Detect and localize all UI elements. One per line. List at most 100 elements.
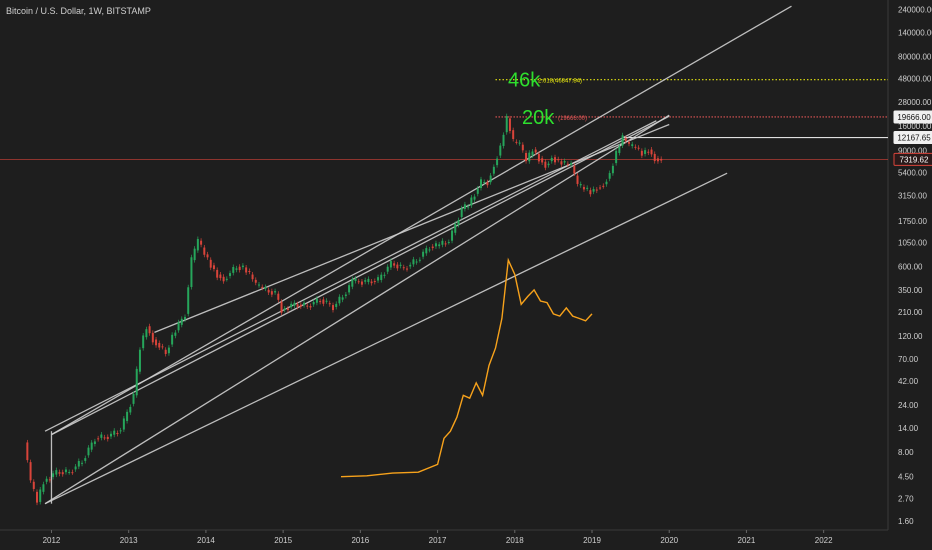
level-label-big: 20k xyxy=(522,107,555,129)
candle-body xyxy=(428,249,431,251)
candle-body xyxy=(566,163,569,165)
candle-body xyxy=(634,146,637,148)
candle-body xyxy=(200,240,203,245)
candle-body xyxy=(209,259,212,268)
candle-body xyxy=(422,251,425,257)
trendline[interactable] xyxy=(51,5,792,436)
y-tick-label: 2.70 xyxy=(898,495,914,504)
candle-body xyxy=(560,161,563,165)
candle-body xyxy=(110,433,112,437)
candle-body xyxy=(557,159,560,161)
y-tick-label: 16000.00 xyxy=(898,122,932,131)
candle-body xyxy=(274,291,277,293)
y-tick-label: 80000.00 xyxy=(898,53,932,62)
candle-body xyxy=(87,447,90,456)
level-label-big: 46k xyxy=(508,70,541,92)
price-label: 19666.00 xyxy=(897,113,931,122)
candle-body xyxy=(196,239,199,251)
trendline[interactable] xyxy=(44,114,670,505)
candle-body xyxy=(367,278,370,283)
candle-body xyxy=(341,297,344,300)
candle-body xyxy=(216,269,219,278)
candle-body xyxy=(312,302,315,305)
candle-body xyxy=(473,196,476,200)
trendline[interactable] xyxy=(44,172,728,505)
candle-body xyxy=(418,259,421,261)
x-tick-label: 2021 xyxy=(738,536,756,545)
candle-body xyxy=(505,116,508,133)
trendline[interactable] xyxy=(51,115,670,436)
candle-body xyxy=(579,184,582,186)
candle-body xyxy=(348,285,351,293)
y-tick-label: 14.00 xyxy=(898,424,919,433)
candle-body xyxy=(100,434,103,438)
candle-body xyxy=(521,144,524,151)
candle-body xyxy=(489,175,492,183)
candle-body xyxy=(71,472,74,474)
candle-body xyxy=(206,254,209,258)
candle-body xyxy=(84,458,87,461)
candle-body xyxy=(650,149,653,155)
x-tick-label: 2018 xyxy=(506,536,524,545)
trendline[interactable] xyxy=(44,120,657,432)
candle-body xyxy=(386,266,389,272)
x-tick-label: 2019 xyxy=(583,536,601,545)
candle-body xyxy=(122,418,125,430)
candle-body xyxy=(383,274,386,276)
candle-body xyxy=(595,189,598,191)
y-tick-label: 1.60 xyxy=(898,517,914,526)
candle-body xyxy=(373,281,376,283)
candle-body xyxy=(58,472,61,474)
candle-body xyxy=(103,437,106,439)
candle-body xyxy=(644,150,647,154)
candle-body xyxy=(161,346,164,348)
candle-body xyxy=(264,287,267,289)
candle-body xyxy=(132,393,135,404)
candle-body xyxy=(328,303,331,305)
candle-body xyxy=(129,406,132,413)
y-tick-label: 350.00 xyxy=(898,286,923,295)
candle-body xyxy=(360,281,363,285)
candle-body xyxy=(48,479,51,481)
candle-body xyxy=(528,152,531,162)
candle-body xyxy=(573,165,576,174)
candle-body xyxy=(299,304,302,307)
candle-body xyxy=(357,281,360,283)
candle-body xyxy=(158,342,161,348)
candle-body xyxy=(222,276,225,282)
candle-body xyxy=(415,261,418,263)
y-tick-label: 42.00 xyxy=(898,377,919,386)
candle-body xyxy=(605,181,608,185)
candle-body xyxy=(142,335,145,349)
candle-body xyxy=(119,430,122,432)
candle-body xyxy=(155,339,158,346)
candle-body xyxy=(97,438,100,440)
candle-body xyxy=(640,150,643,156)
x-tick-label: 2013 xyxy=(120,536,138,545)
candle-body xyxy=(171,334,174,345)
candle-body xyxy=(599,187,602,189)
candle-body xyxy=(296,304,299,307)
candle-body xyxy=(480,179,482,189)
y-tick-label: 28000.00 xyxy=(898,98,932,107)
candle-body xyxy=(241,265,244,268)
y-tick-label: 600.00 xyxy=(898,263,923,272)
y-tick-label: 3150.00 xyxy=(898,192,927,201)
candle-body xyxy=(77,461,80,467)
candle-body xyxy=(402,267,405,269)
candle-body xyxy=(167,347,170,354)
trendline[interactable] xyxy=(154,123,670,333)
candle-body xyxy=(335,303,338,307)
candle-body xyxy=(42,484,45,492)
candle-body xyxy=(212,265,215,270)
candle-body xyxy=(624,138,627,142)
price-label-box xyxy=(893,152,932,166)
candle-body xyxy=(576,175,579,184)
candle-body xyxy=(608,173,611,179)
candle-body xyxy=(531,151,534,156)
candle-body xyxy=(254,279,257,283)
candle-body xyxy=(647,151,650,153)
candle-body xyxy=(193,248,196,261)
candle-body xyxy=(203,247,206,255)
